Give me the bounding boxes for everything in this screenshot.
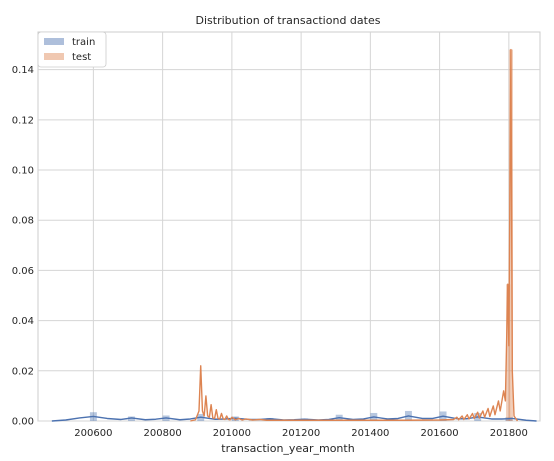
y-tick-label: 0.10 — [12, 166, 34, 177]
chart-title: Distribution of transactiond dates — [196, 14, 381, 27]
kde-lines — [51, 48, 537, 422]
x-tick-label: 201600 — [421, 428, 459, 439]
y-tick-label: 0.02 — [12, 366, 34, 377]
x-tick-label: 200800 — [144, 428, 182, 439]
legend-label-train: train — [72, 37, 95, 48]
y-tick-label: 0.08 — [12, 216, 34, 227]
x-tick-label: 201800 — [490, 428, 528, 439]
legend-swatch-train — [44, 38, 64, 45]
x-tick-label: 200600 — [74, 428, 112, 439]
test-bar — [506, 284, 511, 421]
test-kde-line — [190, 48, 519, 422]
test-bar — [508, 49, 513, 421]
grid-lines — [38, 32, 540, 422]
test-histogram — [506, 49, 513, 421]
x-tick-label: 201200 — [282, 428, 320, 439]
plot-area — [37, 31, 541, 422]
y-axis-ticks: 0.00 0.02 0.04 0.06 0.08 0.10 0.12 0.14 — [12, 65, 34, 427]
legend: train test — [37, 31, 107, 68]
y-tick-label: 0.00 — [12, 417, 34, 428]
train-bar — [266, 417, 274, 421]
y-tick-label: 0.04 — [12, 316, 34, 327]
y-tick-label: 0.12 — [12, 115, 34, 126]
y-tick-label: 0.14 — [12, 65, 34, 76]
x-tick-label: 201400 — [351, 428, 389, 439]
legend-box — [37, 31, 107, 68]
train-bar — [128, 416, 135, 421]
y-tick-label: 0.06 — [12, 266, 34, 277]
legend-swatch-test — [44, 53, 64, 60]
x-axis-label: transaction_year_month — [221, 442, 354, 455]
x-tick-label: 201000 — [213, 428, 251, 439]
x-axis-ticks: 200600 200800 201000 201200 201400 201600 2018… — [74, 428, 528, 439]
legend-label-test: test — [72, 52, 91, 63]
